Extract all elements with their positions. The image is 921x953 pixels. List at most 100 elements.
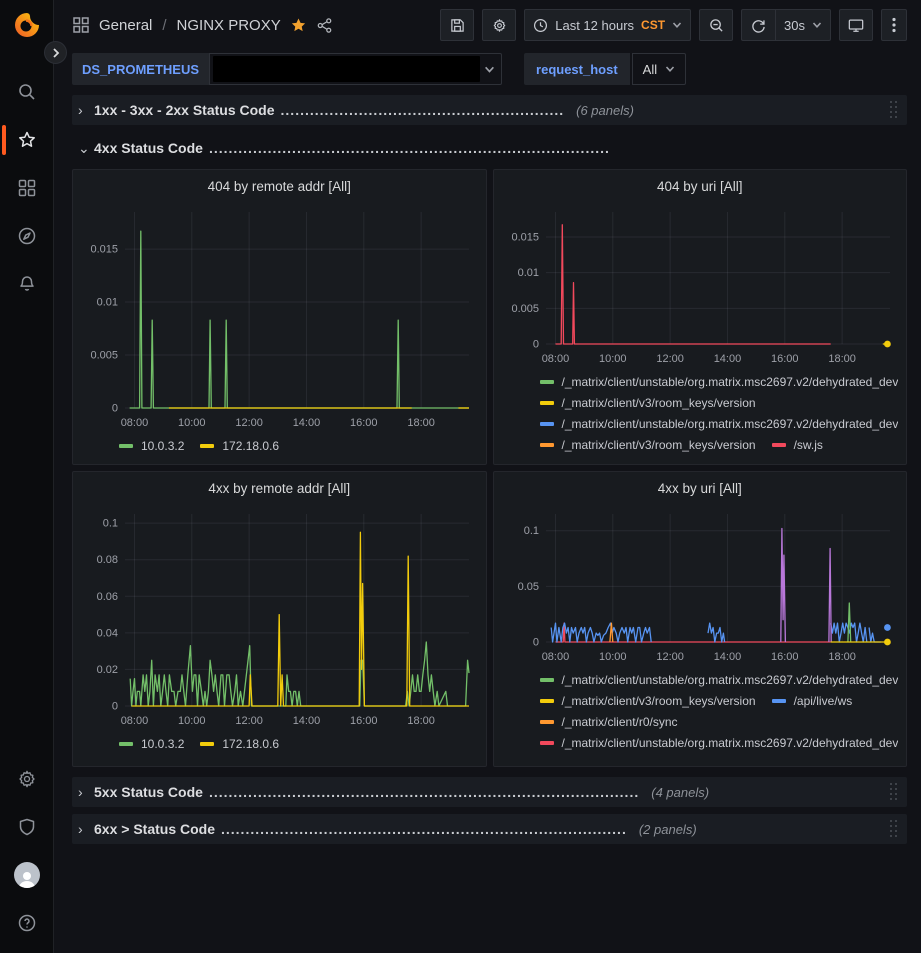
row-collapse-chevron: ›	[78, 821, 83, 837]
favorite-star-icon[interactable]	[290, 17, 307, 34]
sidebar-item-configuration[interactable]	[0, 755, 54, 803]
panel-legend: /_matrix/client/unstable/org.matrix.msc2…	[502, 373, 899, 459]
svg-text:0.02: 0.02	[97, 664, 118, 676]
chart-4xx-by-remote-addr: 08:00 10:00 12:00 14:00 16:00 18:00 0 0.02 0.04 0…	[81, 502, 478, 735]
svg-text:18:00: 18:00	[828, 651, 856, 663]
legend-item[interactable]: /_matrix/client/unstable/org.matrix.msc2…	[539, 375, 899, 389]
legend-swatch	[539, 443, 554, 447]
svg-text:0: 0	[532, 339, 538, 351]
save-icon	[451, 18, 464, 32]
legend-item[interactable]: /_matrix/client/unstable/org.matrix.msc2…	[539, 417, 899, 431]
legend-label: 10.0.3.2	[141, 737, 185, 751]
sidebar-item-alerting[interactable]	[0, 260, 54, 308]
svg-text:0.1: 0.1	[103, 518, 118, 530]
bell-icon	[19, 276, 34, 291]
legend-swatch	[771, 443, 786, 447]
gear-icon	[493, 18, 506, 32]
legend-item[interactable]: 172.18.0.6	[200, 737, 279, 751]
legend-item[interactable]: /_matrix/client/r0/sync	[539, 715, 678, 729]
legend-item[interactable]: /_matrix/client/v3/room_keys/version	[539, 396, 756, 410]
svg-text:0.015: 0.015	[90, 244, 118, 256]
legend-item[interactable]: /sw.js	[771, 438, 823, 452]
row-1xx-3xx-2xx[interactable]: › 1xx - 3xx - 2xx Status Code ..........…	[72, 95, 907, 125]
row-drag-handle[interactable]	[890, 819, 899, 839]
grafana-logo[interactable]	[12, 10, 42, 40]
zoom-out-button[interactable]	[699, 9, 734, 41]
panel-title[interactable]: 404 by uri [All]	[656, 179, 743, 194]
legend-swatch	[539, 401, 554, 405]
request-host-select[interactable]: All	[631, 53, 687, 85]
legend-item[interactable]: /_matrix/client/v3/room_keys/version	[539, 438, 756, 452]
time-range-picker[interactable]: Last 12 hours CST	[524, 9, 692, 41]
panel-grid: 404 by remote addr [All] 08:00 10:00 12:00…	[72, 169, 907, 767]
row-4xx[interactable]: ⌄ 4xx Status Code ......................…	[72, 133, 907, 163]
svg-text:14:00: 14:00	[293, 417, 321, 429]
row-dots: ........................................…	[208, 784, 640, 800]
breadcrumb: General / NGINX PROXY	[72, 16, 333, 34]
legend-item[interactable]: /_matrix/client/unstable/org.matrix.msc2…	[539, 673, 898, 687]
chevron-right-icon	[52, 47, 59, 58]
panel-title[interactable]: 404 by remote addr [All]	[207, 179, 351, 194]
svg-text:0.01: 0.01	[517, 267, 538, 279]
legend-swatch	[539, 678, 554, 682]
kebab-icon	[892, 17, 896, 33]
legend-swatch	[539, 699, 554, 703]
legend-label: /_matrix/client/unstable/org.matrix.msc2…	[561, 375, 899, 389]
legend-item[interactable]: 10.0.3.2	[119, 737, 184, 751]
legend-label: 172.18.0.6	[222, 737, 280, 751]
sidebar-item-dashboards[interactable]	[0, 164, 54, 212]
row-5xx[interactable]: › 5xx Status Code ......................…	[72, 777, 907, 807]
zoom-out-icon	[709, 18, 723, 32]
tv-mode-button[interactable]	[839, 9, 873, 41]
row-panel-count: (4 panels)	[651, 784, 710, 800]
svg-text:0.005: 0.005	[511, 303, 539, 315]
sidebar-item-server-admin[interactable]	[0, 803, 54, 851]
row-title: 4xx Status Code	[94, 140, 203, 156]
row-drag-handle[interactable]	[890, 782, 899, 802]
sidebar-item-profile[interactable]	[0, 851, 54, 899]
sidebar-item-search[interactable]	[0, 68, 54, 116]
sidebar-expand-button[interactable]	[44, 41, 67, 64]
panel-title[interactable]: 4xx by remote addr [All]	[208, 481, 351, 496]
dashboard-settings-button[interactable]	[482, 9, 517, 41]
refresh-interval-picker[interactable]: 30s	[775, 9, 831, 41]
sidebar-item-starred[interactable]	[0, 116, 54, 164]
panel-title[interactable]: 4xx by uri [All]	[657, 481, 742, 496]
svg-text:14:00: 14:00	[713, 651, 741, 663]
legend-item[interactable]: 10.0.3.2	[119, 439, 184, 453]
legend-swatch	[200, 444, 215, 448]
sidebar-item-explore[interactable]	[0, 212, 54, 260]
row-title: 1xx - 3xx - 2xx Status Code	[94, 102, 275, 118]
share-icon[interactable]	[316, 17, 333, 34]
avatar	[13, 862, 40, 888]
svg-text:18:00: 18:00	[407, 715, 435, 727]
breadcrumb-separator: /	[162, 16, 167, 34]
row-expand-chevron: ⌄	[78, 139, 90, 156]
breadcrumb-dashboard-title[interactable]: NGINX PROXY	[176, 16, 281, 34]
svg-text:0.1: 0.1	[523, 525, 538, 537]
svg-text:0.015: 0.015	[511, 231, 539, 243]
datasource-select[interactable]	[209, 53, 503, 85]
svg-text:0.005: 0.005	[90, 350, 118, 362]
dashboards-grid-icon	[18, 179, 35, 197]
legend-label: /_matrix/client/unstable/org.matrix.msc2…	[561, 417, 899, 431]
kebab-menu-button[interactable]	[881, 9, 907, 41]
legend-label: /_matrix/client/r0/sync	[561, 715, 678, 729]
sidebar-item-help[interactable]	[0, 899, 54, 947]
svg-text:12:00: 12:00	[656, 353, 684, 365]
refresh-icon	[752, 19, 765, 33]
refresh-button[interactable]	[741, 9, 776, 41]
svg-text:16:00: 16:00	[350, 715, 378, 727]
legend-item[interactable]: 172.18.0.6	[200, 439, 279, 453]
row-drag-handle[interactable]	[890, 100, 899, 120]
save-dashboard-button[interactable]	[440, 9, 475, 41]
row-6xx[interactable]: › 6xx > Status Code ....................…	[72, 814, 907, 844]
svg-text:08:00: 08:00	[121, 417, 149, 429]
breadcrumb-folder[interactable]: General	[99, 16, 153, 34]
compass-icon	[18, 227, 35, 245]
svg-text:18:00: 18:00	[828, 353, 856, 365]
legend-item[interactable]: /_matrix/client/unstable/org.matrix.msc2…	[539, 736, 898, 750]
svg-text:14:00: 14:00	[293, 715, 321, 727]
legend-item[interactable]: /_matrix/client/v3/room_keys/version	[539, 694, 756, 708]
legend-item[interactable]: /api/live/ws	[771, 694, 852, 708]
